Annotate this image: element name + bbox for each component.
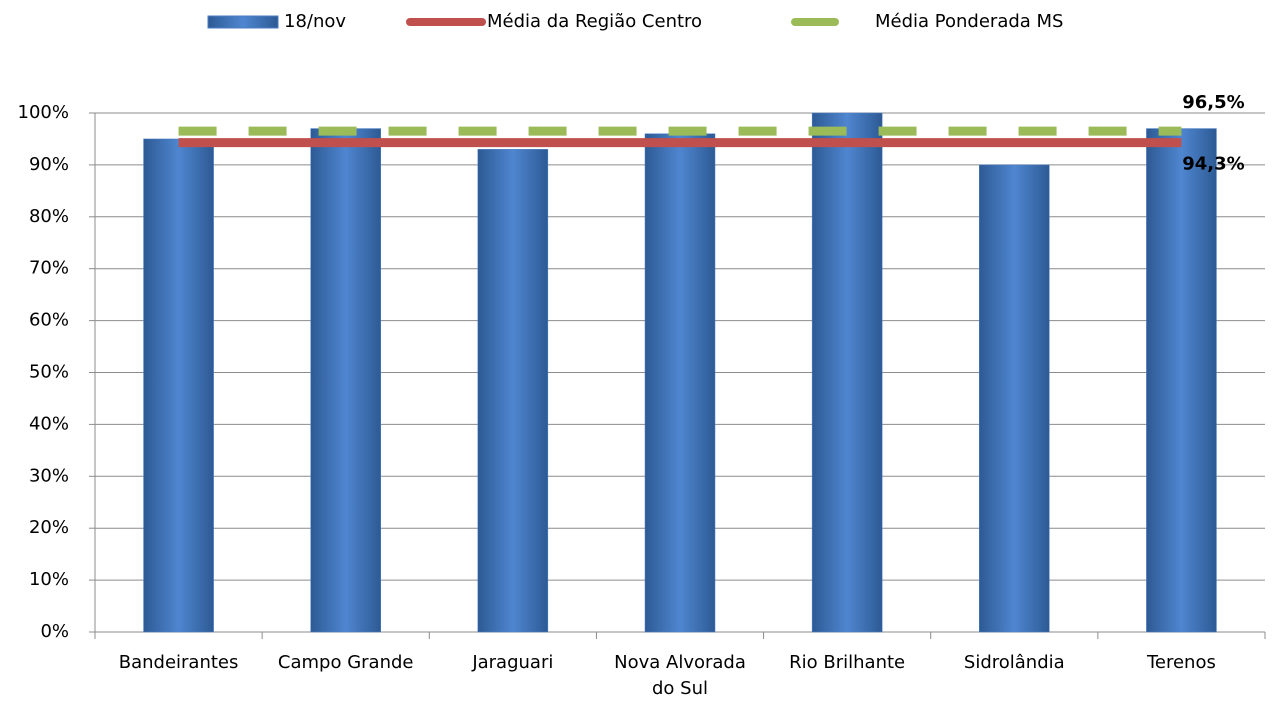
y-tick-label: 60% (29, 310, 69, 331)
y-tick-label: 10% (29, 569, 69, 590)
data-label: 94,3% (1182, 154, 1244, 175)
x-tick-label: Nova Alvorada do Sul (614, 652, 746, 699)
y-tick-label: 40% (29, 413, 69, 434)
bar (979, 164, 1050, 633)
bar (477, 149, 549, 633)
legend-label: 18/nov (284, 11, 346, 32)
y-tick-label: 70% (29, 258, 69, 279)
bar (310, 128, 381, 633)
bar (811, 112, 883, 633)
y-tick-label: 100% (18, 102, 69, 123)
x-tick-label: Terenos (1146, 652, 1216, 673)
legend-swatch (207, 15, 279, 29)
x-tick-label: Campo Grande (277, 652, 414, 673)
y-tick-label: 0% (40, 621, 69, 642)
legend-label: Média Ponderada MS (875, 11, 1063, 32)
x-tick-label: Rio Brilhante (789, 652, 906, 673)
data-label: 96,5% (1182, 92, 1244, 113)
y-tick-label: 50% (29, 362, 69, 383)
x-tick-label: Jaraguari (472, 652, 554, 673)
x-tick-label: Bandeirantes (118, 652, 239, 673)
y-tick-label: 80% (29, 206, 69, 227)
bar (644, 133, 716, 633)
bar (1146, 128, 1217, 633)
legend-label: Média da Região Centro (487, 11, 702, 32)
bar (143, 138, 214, 633)
y-tick-label: 30% (29, 465, 69, 486)
y-tick-label: 20% (29, 517, 69, 538)
y-tick-label: 90% (29, 154, 69, 175)
x-tick-label: Sidrolândia (963, 652, 1065, 673)
